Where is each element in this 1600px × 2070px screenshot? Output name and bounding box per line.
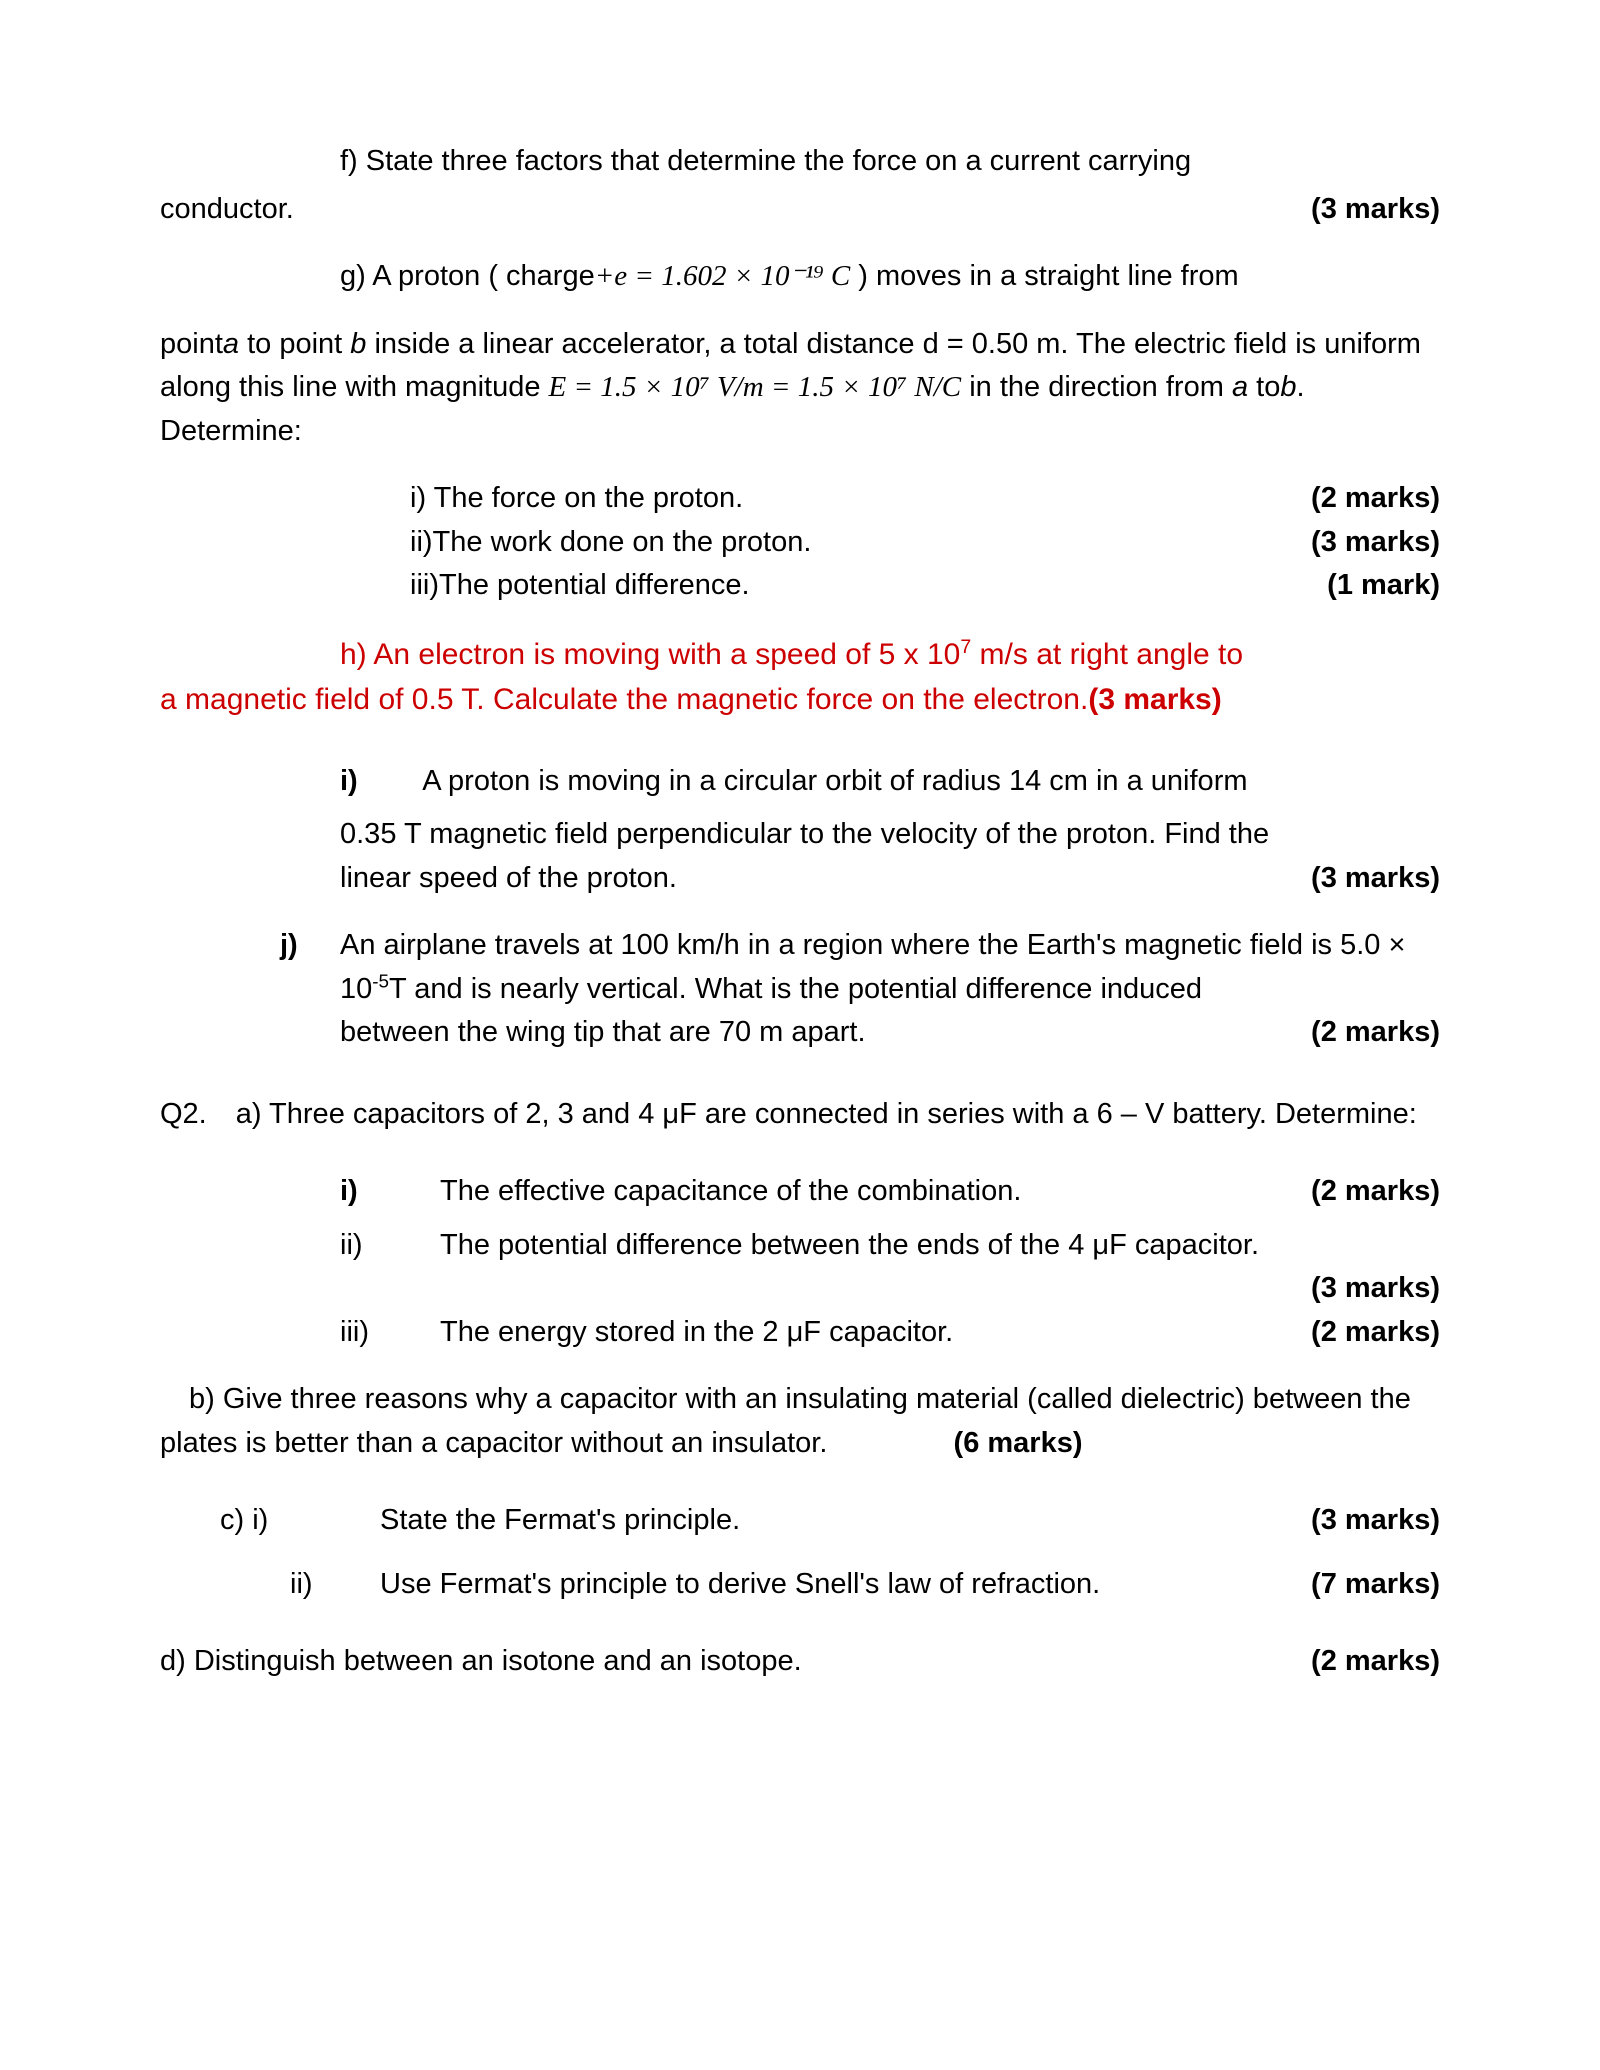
- q2a-i-marks: (2 marks): [1311, 1170, 1440, 1214]
- q1j-line1-suffix: T and is nearly vertical. What is the po…: [389, 973, 1202, 1005]
- q1h-line1-prefix: h) An electron is moving with a speed of…: [340, 638, 960, 671]
- q1g-ii-text: ii)The work done on the proton.: [410, 521, 1311, 565]
- q2c-ii-text: Use Fermat's principle to derive Snell's…: [380, 1563, 1311, 1607]
- q1g-i-marks: (2 marks): [1311, 477, 1440, 521]
- q1g-p-math: E = 1.5 × 10⁷ V/m = 1.5 × 10⁷ N/C: [549, 371, 962, 403]
- q1g-intro-suffix: ) moves in a straight line from: [850, 260, 1238, 292]
- q1i-line1-text: A proton is moving in a circular orbit o…: [422, 765, 1247, 797]
- q1i-line2: 0.35 T magnetic field perpendicular to t…: [160, 813, 1440, 857]
- q1i-marks: (3 marks): [1311, 857, 1440, 901]
- q1j-marks: (2 marks): [1311, 1011, 1440, 1055]
- q2b-text: b) Give three reasons why a capacitor wi…: [160, 1383, 1411, 1459]
- q2a-iii-label: iii): [340, 1311, 440, 1355]
- q1j-label: j): [280, 924, 340, 1055]
- q1g-iii-row: iii)The potential difference. (1 mark): [160, 564, 1440, 608]
- q1g-p-suffix1: in the direction from: [961, 371, 1232, 403]
- q1h-line2: a magnetic field of 0.5 T. Calculate the…: [160, 677, 1440, 722]
- q1f-line2-text: conductor.: [160, 188, 1311, 232]
- q1h-line1-sup: 7: [960, 636, 971, 658]
- q2b-marks: (6 marks): [954, 1427, 1083, 1459]
- q1i-line3-text: linear speed of the proton.: [340, 857, 1311, 901]
- q1g-p-b2: b: [1280, 371, 1296, 403]
- q1j-line2-row: between the wing tip that are 70 m apart…: [340, 1011, 1440, 1055]
- q1g-p-a: a: [223, 328, 239, 360]
- q1g-p-a2: a: [1232, 371, 1248, 403]
- q2a-ii-row: ii) The potential difference between the…: [160, 1224, 1440, 1268]
- q1g-ii-marks: (3 marks): [1311, 521, 1440, 565]
- q1i-line3-row: linear speed of the proton. (3 marks): [160, 857, 1440, 901]
- q2d-marks: (2 marks): [1311, 1640, 1440, 1684]
- q1g-i-row: i) The force on the proton. (2 marks): [160, 477, 1440, 521]
- q2a-ii-label: ii): [340, 1224, 440, 1268]
- q2a-iii-text: The energy stored in the 2 μF capacitor.: [440, 1311, 1311, 1355]
- q1g-para: pointa to point b inside a linear accele…: [160, 323, 1440, 454]
- q1f-line1: f) State three factors that determine th…: [160, 140, 1440, 184]
- q1g-p-to: to: [1248, 371, 1280, 403]
- q1h-line2-text: a magnetic field of 0.5 T. Calculate the…: [160, 683, 1088, 716]
- q2a-ii-marks: (3 marks): [1311, 1267, 1440, 1311]
- q1i-line1: i) A proton is moving in a circular orbi…: [160, 760, 1440, 804]
- q1f-marks: (3 marks): [1311, 188, 1440, 232]
- q2c-ii-row: ii) Use Fermat's principle to derive Sne…: [160, 1563, 1440, 1607]
- q1i-line2-text: 0.35 T magnetic field perpendicular to t…: [340, 818, 1269, 850]
- q2a-iii-marks: (2 marks): [1311, 1311, 1440, 1355]
- q1g-i-text: i) The force on the proton.: [410, 477, 1311, 521]
- q1g-ii-row: ii)The work done on the proton. (3 marks…: [160, 521, 1440, 565]
- exam-page: f) State three factors that determine th…: [0, 0, 1600, 2070]
- q2c-ii-marks: (7 marks): [1311, 1563, 1440, 1607]
- q1g-intro-prefix: g) A proton ( charge: [340, 260, 595, 292]
- q2b: b) Give three reasons why a capacitor wi…: [160, 1378, 1440, 1465]
- q2c-i-row: c) i) State the Fermat's principle. (3 m…: [160, 1499, 1440, 1543]
- q2a-intro: Q2. a) Three capacitors of 2, 3 and 4 μF…: [160, 1093, 1440, 1137]
- q1h-marks: (3 marks): [1088, 683, 1221, 716]
- q1g-p-b: b: [350, 328, 366, 360]
- q1j-line2-text: between the wing tip that are 70 m apart…: [340, 1011, 1311, 1055]
- q2a-ii-marks-row: (3 marks): [160, 1267, 1440, 1311]
- q1j-block: j) An airplane travels at 100 km/h in a …: [160, 924, 1440, 1055]
- q2a-i-text: The effective capacitance of the combina…: [440, 1170, 1311, 1214]
- q2c-ii-label: ii): [290, 1563, 380, 1607]
- q2c-i-text: State the Fermat's principle.: [380, 1499, 1311, 1543]
- q2a-iii-row: iii) The energy stored in the 2 μF capac…: [160, 1311, 1440, 1355]
- q2a-i-row: i) The effective capacitance of the comb…: [160, 1170, 1440, 1214]
- q1j-line1-sup: -5: [372, 970, 389, 991]
- q1f-line1-text: f) State three factors that determine th…: [340, 145, 1191, 177]
- q1g-iii-marks: (1 mark): [1327, 564, 1440, 608]
- q1h-line1-suffix: m/s at right angle to: [971, 638, 1243, 671]
- q1j-line1: An airplane travels at 100 km/h in a reg…: [340, 924, 1440, 1011]
- q1g-p-mid1: to point: [239, 328, 350, 360]
- q2a-i-label: i): [340, 1170, 440, 1214]
- q2d-text: d) Distinguish between an isotone and an…: [160, 1640, 1311, 1684]
- q1g-iii-text: iii)The potential difference.: [410, 564, 1327, 608]
- q1g-p-prefix1: point: [160, 328, 223, 360]
- q2a-ii-text: The potential difference between the end…: [440, 1224, 1440, 1268]
- q2c-i-label: c) i): [220, 1499, 380, 1543]
- q2c-i-marks: (3 marks): [1311, 1499, 1440, 1543]
- q1g-intro: g) A proton ( charge+e = 1.602 × 10⁻¹⁹ C…: [160, 255, 1440, 299]
- q1i-label: i): [340, 765, 358, 797]
- q2d-row: d) Distinguish between an isotone and an…: [160, 1640, 1440, 1684]
- q1g-intro-math: +e = 1.602 × 10⁻¹⁹ C: [595, 260, 851, 292]
- q1h-line1: h) An electron is moving with a speed of…: [160, 632, 1440, 677]
- q1f-line2-row: conductor. (3 marks): [160, 188, 1440, 232]
